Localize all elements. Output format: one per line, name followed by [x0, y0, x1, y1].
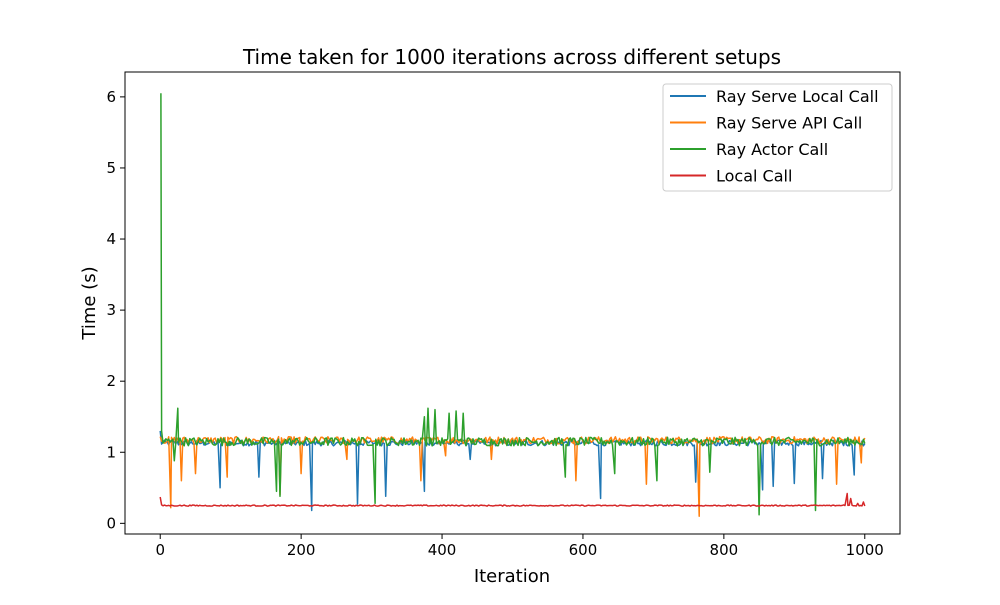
series-line-2: [160, 93, 866, 516]
x-tick-label: 800: [710, 541, 739, 559]
x-tick-label: 200: [287, 541, 316, 559]
x-tick-label: 1000: [846, 541, 884, 559]
y-tick-label: 4: [106, 230, 116, 248]
x-tick-label: 0: [155, 541, 165, 559]
y-axis: 0 1 2 3 4 5 6: [106, 88, 125, 532]
legend-label: Ray Serve Local Call: [716, 87, 879, 106]
legend-label: Ray Serve API Call: [716, 114, 862, 133]
legend-box: [662, 83, 893, 192]
x-axis: 0 200 400 600 800 1000: [155, 534, 884, 559]
x-axis-label: Iteration: [474, 566, 550, 587]
y-tick-label: 3: [106, 301, 116, 319]
legend-label: Local Call: [716, 167, 792, 186]
x-tick-label: 600: [569, 541, 598, 559]
chart-title: Time taken for 1000 iterations across di…: [242, 45, 781, 69]
y-axis-label: Time (s): [79, 266, 100, 340]
y-tick-label: 6: [106, 88, 116, 106]
y-tick-label: 0: [106, 514, 116, 532]
y-tick-label: 5: [106, 159, 116, 177]
y-tick-label: 1: [106, 443, 116, 461]
y-tick-label: 2: [106, 372, 116, 390]
legend-label: Ray Actor Call: [716, 140, 828, 159]
legend: Ray Serve Local Call Ray Serve API Call Ra…: [662, 83, 893, 192]
series-line-3: [159, 492, 866, 507]
x-tick-label: 400: [428, 541, 457, 559]
series-line-1: [159, 435, 866, 517]
series-layer: [159, 93, 866, 517]
